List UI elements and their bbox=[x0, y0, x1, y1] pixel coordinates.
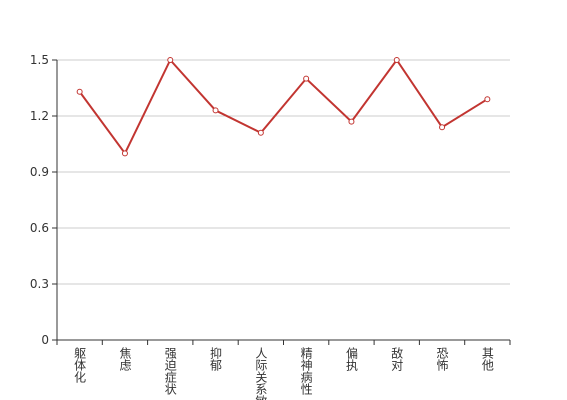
x-tick-label: 强迫症状 bbox=[163, 347, 177, 395]
x-tick-label: 偏执 bbox=[344, 346, 358, 372]
x-tick-label: 抑郁 bbox=[209, 346, 223, 372]
x-tick-label: 精神病性 bbox=[299, 347, 313, 396]
x-tick-label: 恐怖 bbox=[435, 347, 449, 371]
point bbox=[348, 118, 355, 125]
point bbox=[439, 124, 446, 131]
line bbox=[78, 58, 488, 156]
y-tick-label: 0 bbox=[41, 333, 49, 347]
point bbox=[303, 75, 310, 82]
x-tick-label: 焦虑 bbox=[118, 347, 132, 371]
point bbox=[393, 57, 400, 63]
point bbox=[212, 107, 219, 114]
x-tick-label: 人际关系敏感 bbox=[254, 347, 268, 400]
x-tick-label: 躯体化 bbox=[73, 346, 87, 384]
x-tick-label: 敌对 bbox=[390, 346, 404, 371]
point bbox=[167, 57, 174, 63]
y-tick-label: 0.9 bbox=[30, 165, 49, 179]
point bbox=[257, 129, 264, 136]
point bbox=[121, 150, 128, 157]
y-tick-label: 0.6 bbox=[30, 221, 49, 235]
y-tick-label: 1.2 bbox=[30, 109, 49, 123]
point bbox=[76, 88, 83, 95]
x-tick-label: 其他 bbox=[480, 347, 494, 371]
y-tick-label: 1.5 bbox=[30, 53, 49, 67]
y-tick-label: 0.3 bbox=[30, 277, 49, 291]
point bbox=[484, 96, 491, 103]
